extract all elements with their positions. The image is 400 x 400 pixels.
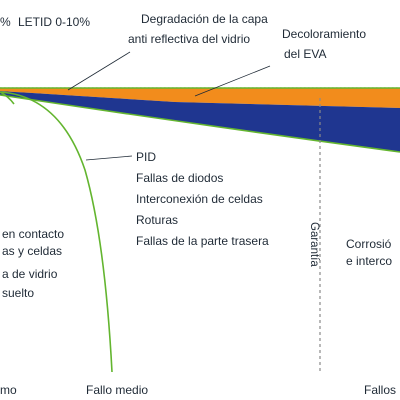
navy-degradation-band — [0, 91, 400, 152]
green-failure-curve-mean — [0, 91, 113, 373]
letid-label: LETID 0-10% — [18, 15, 90, 29]
orange-degradation-band — [0, 88, 400, 108]
failure-item: Roturas — [136, 213, 178, 227]
corrosion-label-line1: Corrosió — [346, 237, 392, 251]
failure-item: PID — [136, 150, 156, 164]
warranty-label: Garantía — [308, 222, 320, 267]
top-left-fragment: % — [0, 15, 11, 29]
axis-label-right: Fallos — [364, 383, 396, 397]
leader-degradation — [67, 51, 131, 91]
failure-item: Interconexión de celdas — [136, 192, 263, 206]
green-navy-boundary — [0, 94, 400, 153]
leader-pid — [85, 155, 133, 161]
left-label-line4: suelto — [2, 286, 34, 300]
axis-label-left: mo — [0, 383, 17, 397]
eva-label-line2: del EVA — [284, 47, 326, 61]
eva-label-line1: Decoloramiento — [282, 27, 366, 41]
left-label-line1: en contacto — [2, 227, 64, 241]
axis-label-middle: Fallo medio — [86, 383, 148, 397]
leader-eva — [194, 65, 271, 97]
corrosion-label-line2: e interco — [346, 254, 392, 268]
failure-item: Fallas de la parte trasera — [136, 234, 269, 248]
degradation-label-line1: Degradación de la capa — [141, 12, 268, 26]
degradation-label-line2: anti reflectiva del vidrio — [128, 32, 250, 46]
left-label-line2: as y celdas — [2, 244, 62, 258]
failure-item: Fallas de diodos — [136, 171, 223, 185]
left-label-line3: a de vidrio — [2, 267, 58, 281]
